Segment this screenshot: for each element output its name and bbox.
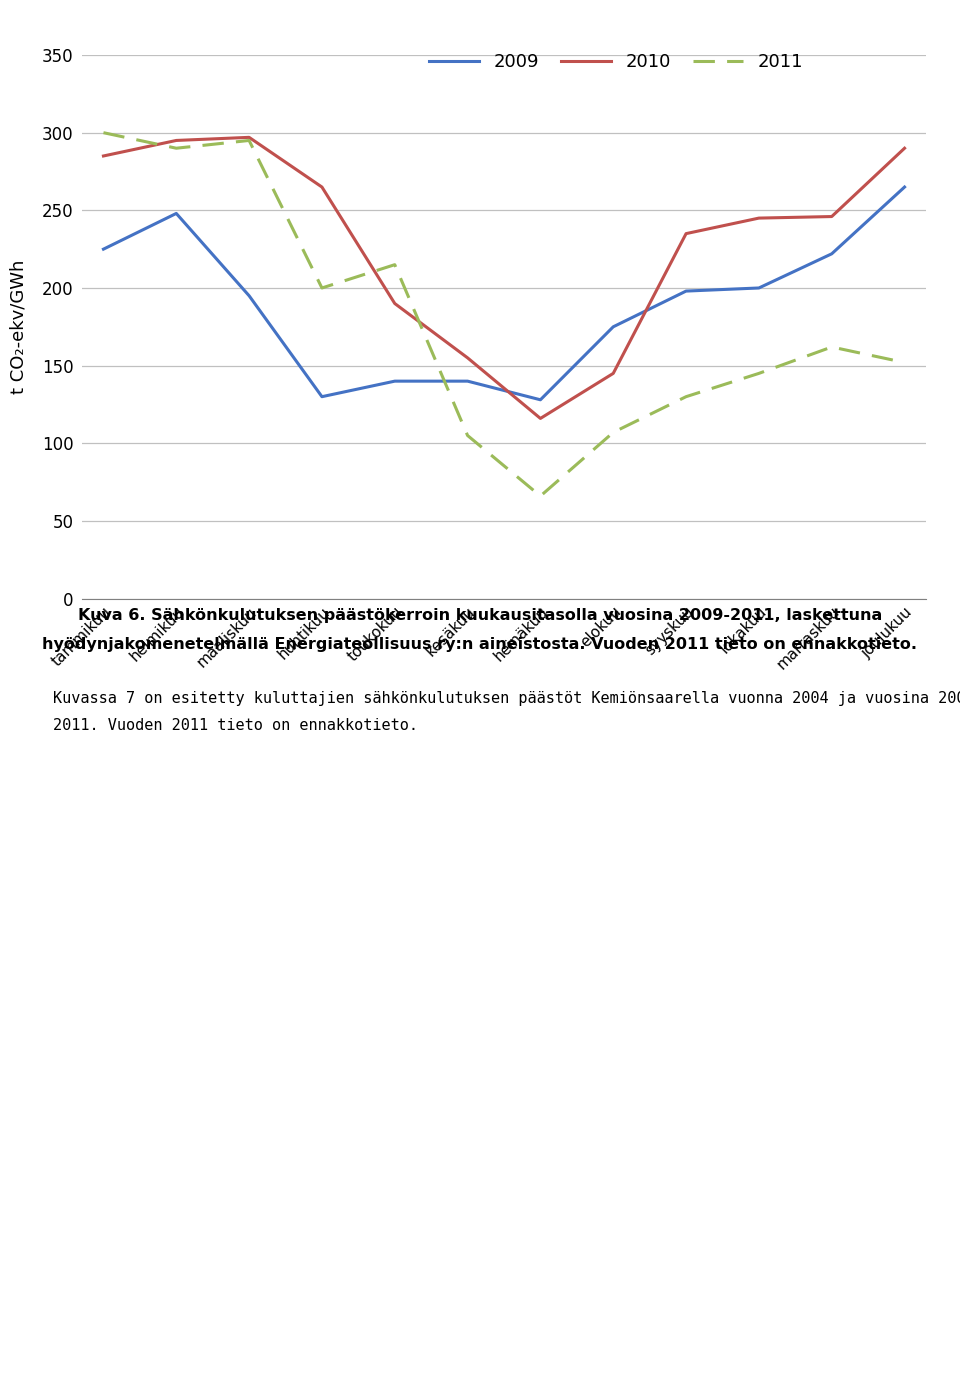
Legend: 2009, 2010, 2011: 2009, 2010, 2011 xyxy=(428,54,804,72)
Text: 2011. Vuoden 2011 tieto on ennakkotieto.: 2011. Vuoden 2011 tieto on ennakkotieto. xyxy=(53,718,418,733)
Text: 13: 13 xyxy=(871,1320,917,1353)
Text: CO2-RAPORTTI  |  BENVIROC OY 2012: CO2-RAPORTTI | BENVIROC OY 2012 xyxy=(38,1329,286,1343)
Text: hyödynjakomenetelmällä Energiateollisuus ry:n aineistosta. Vuoden 2011 tieto on : hyödynjakomenetelmällä Energiateollisuus… xyxy=(42,637,918,652)
Text: Kuva 6. Sähkönkulutuksen päästökerroin kuukausitasolla vuosina 2009-2011, lasket: Kuva 6. Sähkönkulutuksen päästökerroin k… xyxy=(78,608,882,623)
Text: Kuvassa 7 on esitetty kuluttajien sähkönkulutuksen päästöt Kemiönsaarella vuonna: Kuvassa 7 on esitetty kuluttajien sähkön… xyxy=(53,691,960,706)
Y-axis label: t CO₂-ekv/GWh: t CO₂-ekv/GWh xyxy=(10,260,28,394)
